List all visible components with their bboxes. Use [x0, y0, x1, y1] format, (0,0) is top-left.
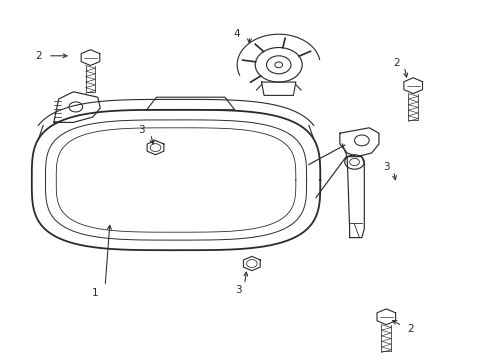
FancyArrowPatch shape — [51, 54, 67, 58]
Text: 2: 2 — [407, 324, 413, 334]
FancyArrowPatch shape — [392, 320, 399, 324]
Text: 3: 3 — [235, 285, 242, 295]
Text: 4: 4 — [233, 29, 240, 39]
Text: 2: 2 — [35, 51, 41, 61]
Text: 3: 3 — [138, 125, 145, 135]
FancyArrowPatch shape — [403, 69, 407, 77]
FancyArrowPatch shape — [150, 136, 154, 144]
Text: 3: 3 — [382, 162, 389, 172]
FancyArrowPatch shape — [105, 225, 111, 283]
FancyArrowPatch shape — [247, 39, 251, 43]
Text: 2: 2 — [392, 58, 399, 68]
Text: 1: 1 — [92, 288, 99, 298]
FancyArrowPatch shape — [392, 174, 396, 180]
FancyArrowPatch shape — [244, 272, 247, 282]
